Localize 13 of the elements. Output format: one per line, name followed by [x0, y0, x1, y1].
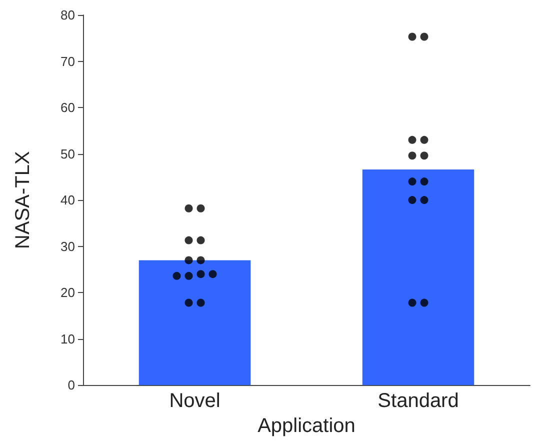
y-tick-label: 80: [60, 8, 75, 22]
y-tick-label: 20: [60, 285, 75, 300]
y-tick-label: 30: [60, 238, 75, 254]
x-tick-label: Standard: [378, 390, 459, 412]
x-tick-label: Novel: [169, 390, 220, 412]
y-tick-label: 70: [60, 54, 75, 69]
y-tick-label: 60: [60, 100, 75, 116]
y-tick-label: 0: [68, 378, 75, 393]
y-tick-label: 40: [60, 192, 75, 208]
y-tick-label: 10: [60, 331, 75, 346]
y-axis-title: NASA-TLX: [12, 151, 34, 249]
y-tick-label: 50: [60, 146, 75, 162]
x-axis-title: Application: [258, 415, 356, 437]
